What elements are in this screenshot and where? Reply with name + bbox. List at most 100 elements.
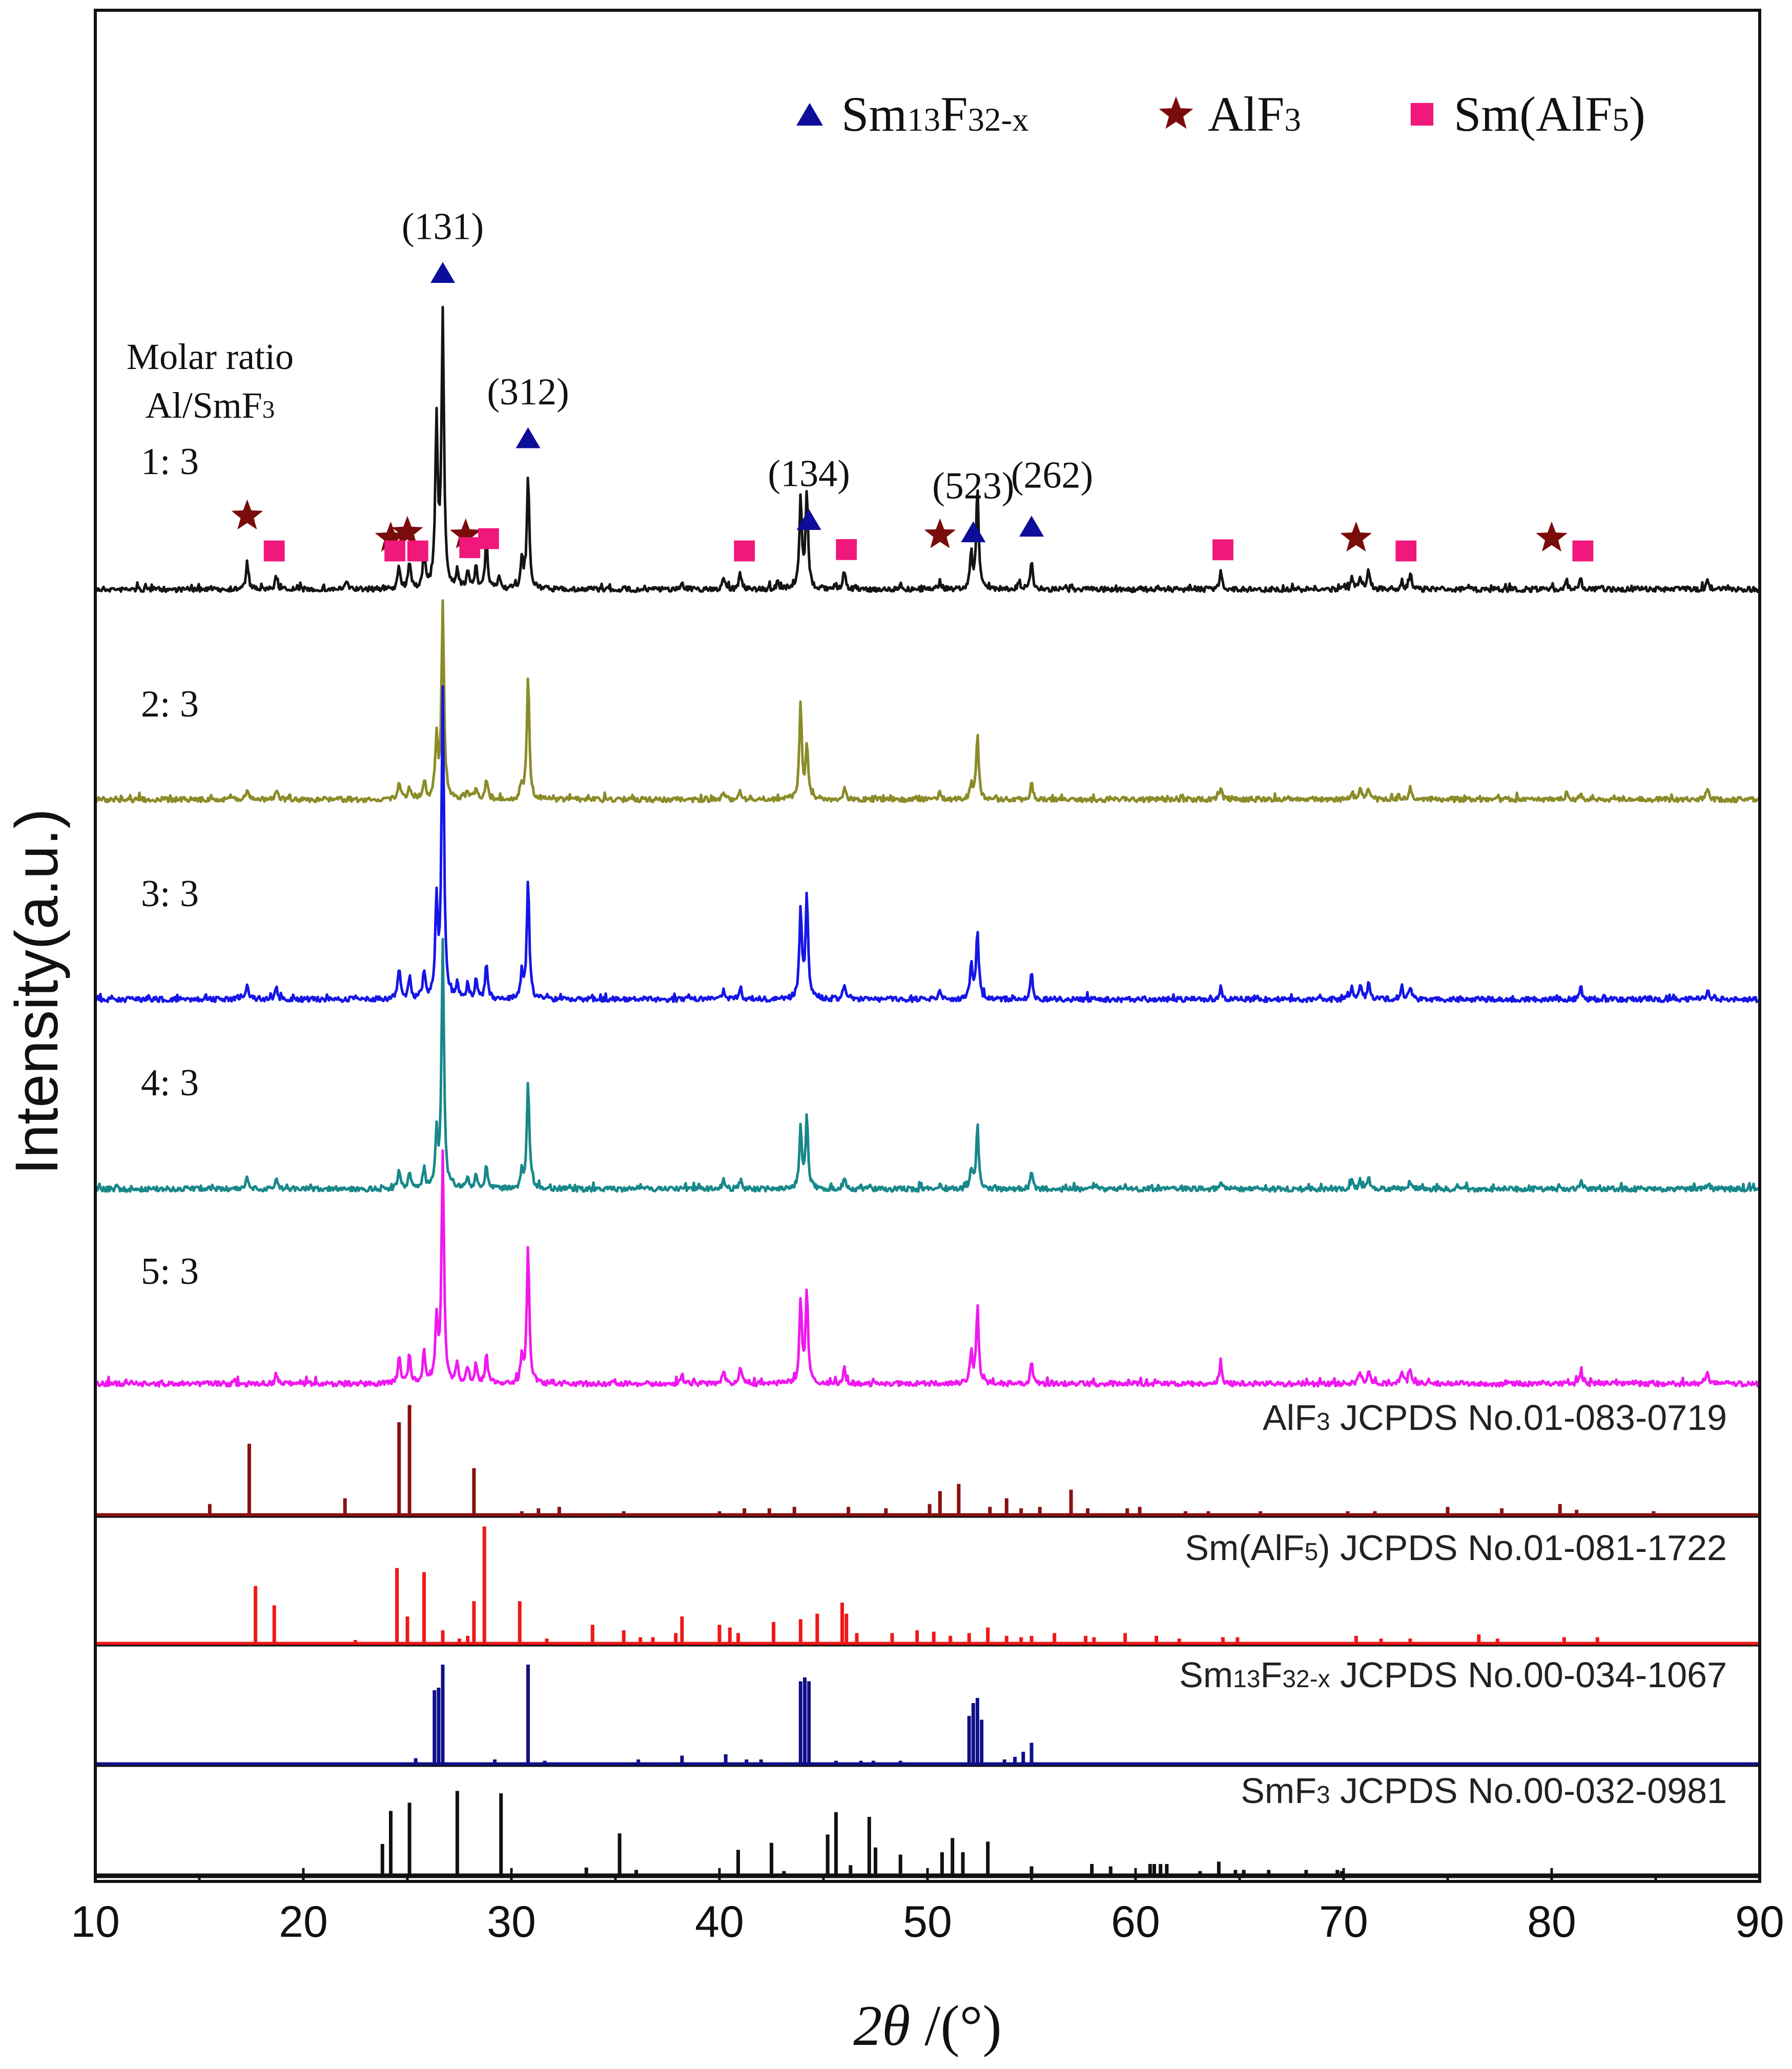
- label-part: ): [1629, 87, 1645, 141]
- x-axis-label-unit: /(°): [910, 1994, 1002, 2058]
- square-marker: [263, 540, 285, 562]
- label-part: AlF: [1263, 1398, 1316, 1438]
- reference-panel: Sm(AlF5) JCPDS No.01-081-1722: [95, 1526, 1760, 1647]
- hkl-label: (262): [1011, 455, 1093, 497]
- square-marker: [407, 540, 428, 562]
- square-marker: [478, 528, 499, 549]
- x-tick-label: 40: [695, 1897, 744, 1947]
- legend-label: AlF3: [1208, 87, 1301, 141]
- triangle-marker: [516, 427, 541, 448]
- square-marker: [1212, 539, 1233, 561]
- label-part: 3: [1316, 1781, 1330, 1809]
- reference-label: AlF3 JCPDS No.01-083-0719: [1263, 1398, 1727, 1438]
- square-marker: [1395, 540, 1417, 562]
- square-marker: [384, 540, 406, 562]
- series-line: [94, 1149, 1761, 1388]
- star-marker: [392, 516, 423, 546]
- label-part: 32-x: [967, 101, 1028, 138]
- x-tick-label: 20: [279, 1897, 328, 1947]
- hkl-label: (523): [932, 465, 1014, 507]
- x-tick-label: 60: [1111, 1897, 1160, 1947]
- series-line: [94, 599, 1761, 804]
- triangle-marker: [796, 509, 821, 530]
- star-marker: [231, 499, 263, 530]
- label-part: 32-x: [1282, 1666, 1330, 1693]
- legend-label: Sm13F32-x: [841, 87, 1029, 141]
- y-axis-label: Intensity(a.u.): [3, 809, 71, 1175]
- label-part: SmF: [1241, 1771, 1316, 1811]
- reference-panel: SmF3 JCPDS No.00-032-0981: [95, 1771, 1760, 1878]
- star-marker: [375, 521, 407, 552]
- label-part: Sm(AlF: [1454, 87, 1612, 141]
- label-part: Molar ratio: [127, 336, 294, 377]
- x-axis-label: 2θ /(°): [853, 1994, 1002, 2058]
- series-label: 1: 3: [141, 441, 199, 483]
- sample-patterns: 1: 3 2: 3 3: 3 4: 3 5: 3: [94, 305, 1761, 1388]
- reference-label: SmF3 JCPDS No.00-032-0981: [1241, 1771, 1727, 1811]
- triangle-marker: [1019, 516, 1044, 537]
- legend-item: AlF3: [1159, 87, 1301, 141]
- series-line: [94, 938, 1760, 1193]
- legend-item: Sm13F32-x: [796, 87, 1029, 141]
- reference-panel: AlF3 JCPDS No.01-083-0719: [95, 1398, 1760, 1518]
- x-tick-label: 10: [71, 1897, 120, 1947]
- star-marker: [449, 518, 482, 548]
- label-part: 13: [907, 101, 940, 138]
- annotation-labels: (131) (312) (134) (523)(262) Molar ratio Al/S…: [127, 206, 1093, 507]
- square-marker: [459, 537, 481, 558]
- legend-label: Sm(AlF5): [1454, 87, 1645, 141]
- reference-label: Sm13F32-x JCPDS No.00-034-1067: [1179, 1655, 1727, 1695]
- label-part: Sm: [1179, 1655, 1233, 1695]
- star-marker: [924, 518, 956, 548]
- hkl-label: (131): [402, 206, 484, 248]
- hkl-label: (312): [487, 371, 569, 413]
- series-label: 2: 3: [141, 683, 199, 725]
- series-line: [94, 305, 1761, 593]
- label-part: 3: [1284, 101, 1301, 138]
- star-marker: [1159, 96, 1193, 129]
- ratio-header: Al/SmF3: [146, 385, 275, 426]
- ratio-header: Molar ratio: [127, 336, 294, 377]
- reference-panel: Sm13F32-x JCPDS No.00-034-1067: [95, 1655, 1760, 1767]
- label-part: JCPDS No.00-032-0981: [1330, 1771, 1727, 1811]
- axes: 10 20 30 40 50 60 70 80 90 2θ /(°) Intensity(a.u.): [3, 9, 1784, 2058]
- x-tick-label: 70: [1319, 1897, 1368, 1947]
- triangle-marker: [430, 262, 456, 283]
- plot-frame: [94, 9, 1761, 1883]
- label-part: AlF: [1208, 87, 1284, 141]
- square-marker: [1410, 103, 1434, 126]
- label-part: JCPDS No.00-034-1067: [1330, 1655, 1727, 1695]
- x-tick-label: 80: [1527, 1897, 1576, 1947]
- square-marker: [1572, 540, 1594, 562]
- triangle-marker: [961, 521, 986, 542]
- legend-item: Sm(AlF5): [1410, 87, 1645, 141]
- series-label: 5: 3: [141, 1251, 199, 1293]
- x-tick-label: 30: [487, 1897, 536, 1947]
- label-part: Al/SmF: [146, 385, 262, 426]
- label-part: Sm: [841, 87, 907, 141]
- star-marker: [1340, 521, 1372, 552]
- label-part: 3: [1316, 1408, 1330, 1436]
- label-part: ) JCPDS No.01-081-1722: [1318, 1528, 1727, 1568]
- x-axis-label-italic: 2θ: [853, 1994, 910, 2058]
- triangle-marker: [796, 103, 823, 126]
- peak-markers: [231, 262, 1594, 562]
- legend: Sm13F32-x AlF3 Sm(AlF5): [796, 87, 1645, 141]
- x-tick-label: 50: [903, 1897, 952, 1947]
- label-part: JCPDS No.01-083-0719: [1330, 1398, 1727, 1438]
- label-part: F: [940, 87, 967, 141]
- label-part: 5: [1612, 101, 1629, 138]
- series-line: [94, 685, 1761, 1003]
- label-part: 3: [262, 395, 275, 423]
- label-part: 5: [1305, 1539, 1319, 1566]
- series-label: 4: 3: [141, 1062, 199, 1104]
- x-tick-label: 90: [1735, 1897, 1784, 1947]
- square-marker: [836, 539, 857, 560]
- hkl-label: (134): [768, 453, 850, 495]
- reference-label: Sm(AlF5) JCPDS No.01-081-1722: [1185, 1528, 1727, 1568]
- series-label: 3: 3: [141, 873, 199, 915]
- square-marker: [734, 540, 755, 562]
- star-marker: [1536, 521, 1568, 552]
